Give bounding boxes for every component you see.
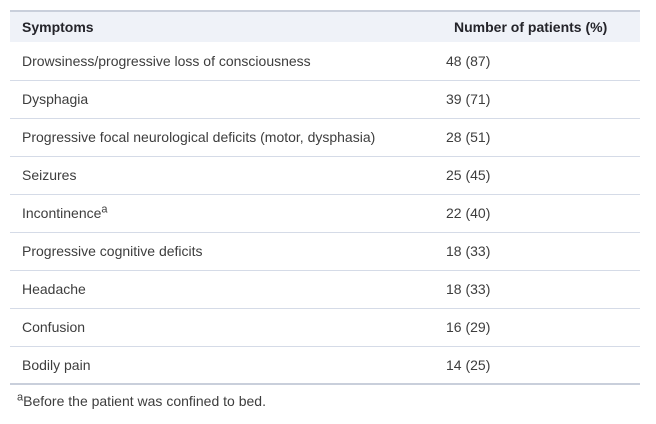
symptom-cell: Seizures (10, 156, 446, 195)
column-header-number-of-patients: Number of patients (%) (446, 10, 640, 42)
value-cell: 39 (71) (446, 80, 640, 119)
symptom-label: Drowsiness/progressive loss of conscious… (22, 52, 311, 69)
table-row: Progressive cognitive deficits 18 (33) (10, 232, 640, 271)
value-cell: 16 (29) (446, 308, 640, 347)
value-cell: 14 (25) (446, 346, 640, 385)
symptom-cell: Incontinencea (10, 194, 446, 233)
table-row: Progressive focal neurological deficits … (10, 118, 640, 157)
symptom-label: Incontinence (22, 205, 102, 221)
symptom-label: Progressive focal neurological deficits … (22, 129, 376, 145)
symptom-label: Dysphagia (22, 91, 89, 107)
value-cell: 25 (45) (446, 156, 640, 195)
symptom-label: Bodily pain (22, 356, 91, 373)
symptom-cell: Headache (10, 270, 446, 309)
symptom-cell: Confusion (10, 308, 446, 347)
symptom-cell: Drowsiness/progressive loss of conscious… (10, 42, 446, 81)
table-row: Seizures 25 (45) (10, 156, 640, 195)
value-cell: 48 (87) (446, 42, 640, 81)
header-row: Symptoms Number of patients (%) (10, 10, 640, 42)
symptom-cell: Dysphagia (10, 80, 446, 119)
symptom-label: Confusion (22, 319, 86, 335)
symptom-cell: Bodily pain (10, 346, 446, 385)
symptom-label: Seizures (22, 167, 77, 183)
table-row: Drowsiness/progressive loss of conscious… (10, 42, 640, 81)
column-header-symptoms: Symptoms (10, 10, 446, 42)
footnote: aBefore the patient was confined to bed. (17, 391, 640, 410)
value-cell: 22 (40) (446, 194, 640, 233)
symptom-cell: Progressive focal neurological deficits … (10, 118, 446, 157)
page: Symptoms Number of patients (%) Drowsine… (10, 10, 640, 410)
symptoms-table: Symptoms Number of patients (%) Drowsine… (10, 10, 640, 385)
table-row: Dysphagia 39 (71) (10, 80, 640, 119)
footnote-marker: a (17, 391, 24, 404)
table-row: Bodily pain 14 (25) (10, 346, 640, 385)
footnote-text: Before the patient was confined to bed. (23, 393, 266, 409)
value-cell: 18 (33) (446, 270, 640, 309)
table-row: Incontinencea 22 (40) (10, 194, 640, 233)
symptom-label: Progressive cognitive deficits (22, 243, 203, 259)
footnote-ref: a (101, 203, 108, 216)
symptom-cell: Progressive cognitive deficits (10, 232, 446, 271)
table-row: Headache 18 (33) (10, 270, 640, 309)
value-cell: 28 (51) (446, 118, 640, 157)
symptom-label: Headache (22, 281, 86, 297)
table-row: Confusion 16 (29) (10, 308, 640, 347)
value-cell: 18 (33) (446, 232, 640, 271)
